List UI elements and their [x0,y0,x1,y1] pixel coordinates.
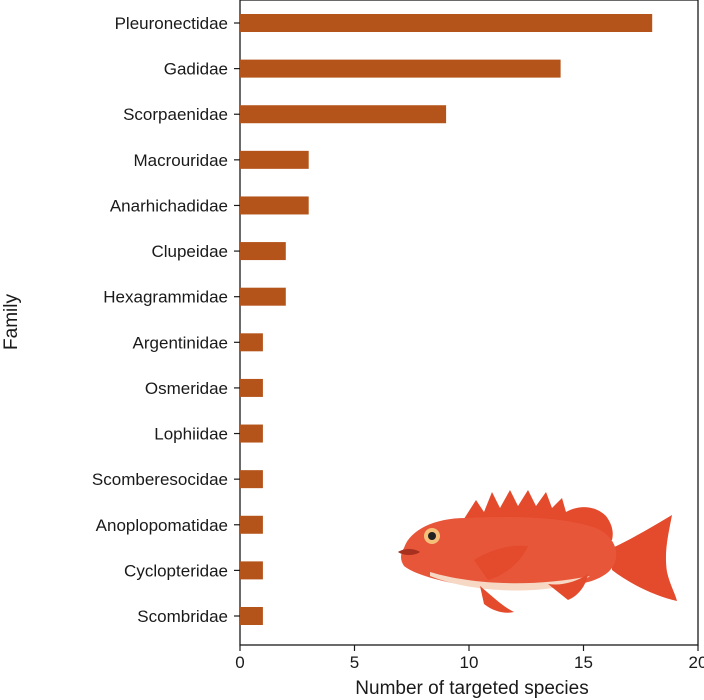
bar [240,287,286,306]
category-label: Pleuronectidae [115,14,228,33]
category-label: Hexagrammidae [103,288,228,307]
category-label: Anarhichadidae [110,196,228,215]
bars-group [240,14,653,625]
bar [240,59,561,78]
bar [240,515,263,534]
bar [240,378,263,397]
x-axis-ticks: 0 5 10 15 20 [235,645,704,672]
bar [240,242,286,261]
category-label: Scorpaenidae [123,105,228,124]
category-label: Macrouridae [134,151,229,170]
bar [240,333,263,352]
category-label: Argentinidae [133,333,228,352]
category-label: Scomberesocidae [92,470,228,489]
bar [240,150,309,169]
bar [240,470,263,489]
rockfish-illustration [398,490,677,613]
category-label: Osmeridae [145,379,228,398]
category-label: Scombridae [137,607,228,626]
category-label: Clupeidae [151,242,228,261]
x-tick-label: 10 [460,653,479,672]
category-label: Lophiidae [154,425,228,444]
x-axis-title: Number of targeted species [355,678,588,699]
bar [240,607,263,625]
category-label: Gadidae [164,60,228,79]
x-tick-label: 5 [350,653,359,672]
bar [240,105,447,124]
bar [240,196,309,215]
bar [240,14,653,32]
category-label: Anoplopomatidae [96,516,228,535]
x-tick-label: 0 [235,653,244,672]
bar [240,424,263,443]
x-tick-label: 20 [689,653,704,672]
x-tick-label: 15 [574,653,593,672]
category-label: Cyclopteridae [124,561,228,580]
bar [240,561,263,580]
category-labels: Pleuronectidae Gadidae Scorpaenidae Macrour… [92,14,240,626]
y-axis-title: Family [1,294,22,350]
